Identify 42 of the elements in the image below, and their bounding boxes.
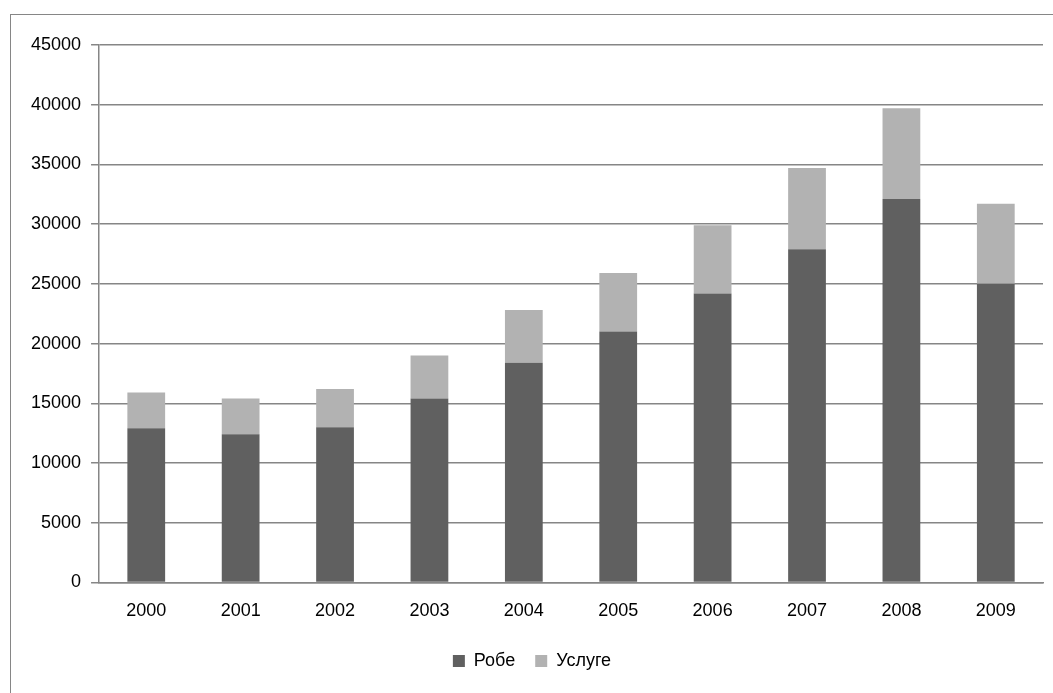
x-tick-label: 2006	[692, 600, 733, 621]
legend-label: Робе	[473, 649, 516, 670]
bar	[693, 225, 732, 294]
x-tick-label: 2001	[220, 600, 261, 621]
bar	[882, 108, 921, 200]
bar	[410, 355, 449, 399]
bar	[316, 427, 354, 582]
y-tick-label: 0	[71, 571, 82, 592]
bar	[127, 392, 166, 429]
bar	[788, 168, 826, 250]
bar	[504, 362, 543, 582]
bar	[788, 249, 826, 582]
x-tick-label: 2004	[503, 600, 544, 621]
y-tick-label: 20000	[30, 332, 82, 353]
bar	[693, 293, 732, 582]
bar	[976, 283, 1015, 582]
bar	[221, 398, 260, 435]
bar	[882, 199, 921, 582]
y-tick-label: 25000	[30, 272, 82, 293]
x-tick-label: 2005	[598, 600, 639, 621]
y-tick-label: 40000	[30, 93, 82, 114]
y-tick-label: 5000	[41, 511, 82, 532]
bar	[127, 428, 166, 582]
bar	[504, 310, 543, 363]
bar	[316, 388, 354, 428]
x-tick-label: 2002	[315, 600, 356, 621]
x-tick-label: 2000	[126, 600, 167, 621]
bar	[410, 398, 449, 582]
y-tick-label: 45000	[30, 33, 82, 54]
x-tick-label: 2003	[409, 600, 450, 621]
x-tick-label: 2009	[975, 600, 1016, 621]
y-tick-label: 15000	[30, 392, 82, 413]
bar	[221, 434, 260, 582]
x-tick-label: 2008	[881, 600, 922, 621]
y-tick-label: 10000	[30, 451, 82, 472]
x-tick-label: 2007	[786, 600, 828, 621]
bar	[976, 203, 1015, 284]
y-tick-label: 35000	[30, 153, 82, 174]
legend-label: Услуге	[556, 649, 612, 670]
bar	[599, 273, 638, 332]
y-tick-label: 30000	[30, 213, 82, 234]
bar	[599, 331, 638, 582]
